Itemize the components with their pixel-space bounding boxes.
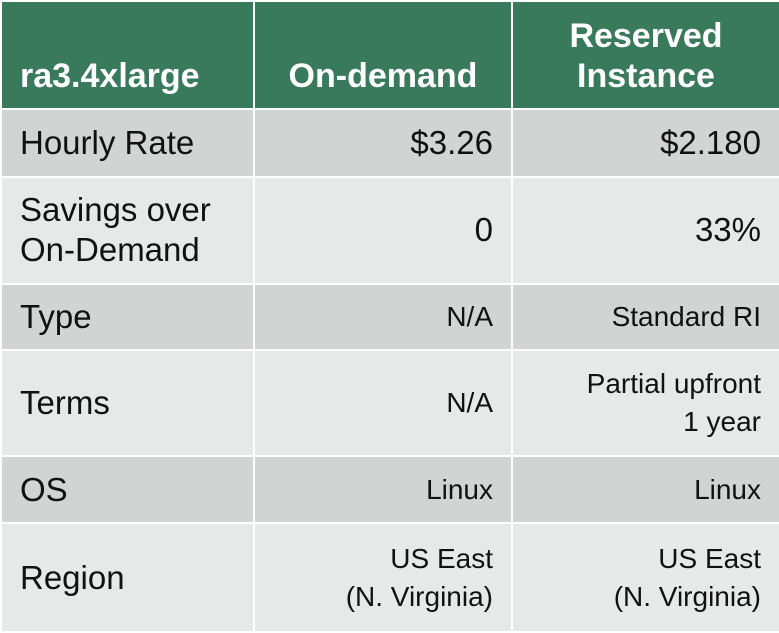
header-on-demand-text: On-demand	[288, 57, 478, 95]
header-reserved-line-2: Instance	[577, 57, 715, 95]
cell-value: (N. Virginia)	[345, 580, 493, 612]
table-row-type: Type N/A Standard RI	[2, 284, 779, 350]
cell-value: N/A	[446, 301, 493, 333]
cell-value: (N. Virginia)	[613, 580, 761, 612]
table-row-hourly-rate: Hourly Rate $3.26 $2.180	[2, 110, 779, 176]
table-row-os: OS Linux Linux	[2, 457, 779, 523]
reserved-type: Standard RI	[513, 284, 779, 350]
header-instance-type-text: ra3.4xlarge	[20, 57, 200, 95]
row-label-hourly-rate: Hourly Rate	[2, 110, 253, 176]
reserved-os: Linux	[513, 457, 779, 523]
on-demand-region: US East (N. Virginia)	[255, 524, 511, 631]
cell-value: $3.26	[410, 123, 493, 161]
row-label-text: Savings over	[20, 191, 211, 229]
cell-value: Standard RI	[611, 301, 761, 333]
row-label-text: On-Demand	[20, 231, 200, 269]
header-reserved-line-1: Reserved	[569, 17, 723, 55]
row-label-type: Type	[2, 284, 253, 350]
cell-value: US East	[658, 542, 761, 574]
table-row-region: Region US East (N. Virginia) US East (N.…	[2, 524, 779, 631]
on-demand-terms: N/A	[255, 351, 511, 456]
cell-value: N/A	[446, 387, 493, 419]
table-header: ra3.4xlarge On-demand Reserved Instance	[2, 2, 779, 108]
row-label-text: Terms	[20, 384, 110, 422]
row-label-os: OS	[2, 457, 253, 523]
header-instance-type: ra3.4xlarge	[2, 2, 253, 108]
row-label-text: Hourly Rate	[20, 123, 195, 161]
cell-value: $2.180	[660, 123, 761, 161]
row-label-text: OS	[20, 470, 68, 508]
table-row-savings: Savings over On-Demand 0 33%	[2, 177, 779, 283]
header-reserved-instance: Reserved Instance	[513, 2, 779, 108]
on-demand-os: Linux	[255, 457, 511, 523]
table-body: Hourly Rate $3.26 $2.180 Savings over On…	[2, 110, 779, 631]
on-demand-hourly-rate: $3.26	[255, 110, 511, 176]
on-demand-savings: 0	[255, 177, 511, 283]
cell-value: US East	[390, 542, 493, 574]
row-label-region: Region	[2, 524, 253, 631]
cell-value: Linux	[426, 473, 493, 505]
cell-value: Linux	[694, 473, 761, 505]
row-label-text: Region	[20, 558, 125, 596]
row-label-terms: Terms	[2, 351, 253, 456]
table-row-terms: Terms N/A Partial upfront 1 year	[2, 351, 779, 456]
cell-value: 33%	[694, 211, 761, 249]
on-demand-type: N/A	[255, 284, 511, 350]
row-label-text: Type	[20, 298, 92, 336]
reserved-terms: Partial upfront 1 year	[513, 351, 779, 456]
reserved-hourly-rate: $2.180	[513, 110, 779, 176]
header-row: ra3.4xlarge On-demand Reserved Instance	[2, 2, 779, 108]
cell-value: 0	[474, 211, 493, 249]
header-on-demand: On-demand	[255, 2, 511, 108]
cell-value: 1 year	[683, 406, 761, 438]
reserved-region: US East (N. Virginia)	[513, 524, 779, 631]
reserved-savings: 33%	[513, 177, 779, 283]
cell-value: Partial upfront	[586, 368, 761, 400]
row-label-savings: Savings over On-Demand	[2, 177, 253, 283]
